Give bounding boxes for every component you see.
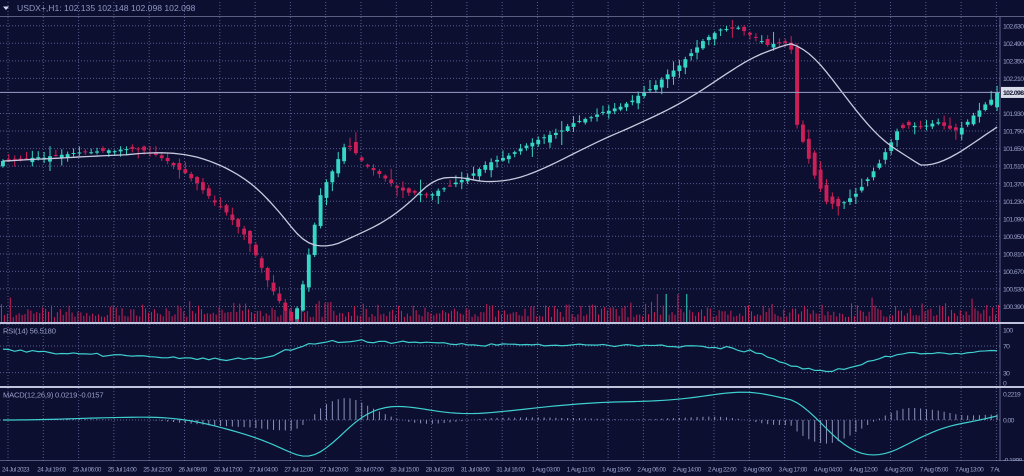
svg-text:28 Jul 07:00: 28 Jul 07:00 [355, 467, 384, 474]
svg-text:101.650: 101.650 [1003, 146, 1024, 153]
svg-text:100.530: 100.530 [1003, 287, 1024, 294]
svg-text:100.670: 100.670 [1003, 269, 1024, 276]
svg-text:102.490: 102.490 [1003, 41, 1024, 48]
svg-text:4 Aug 20:00: 4 Aug 20:00 [885, 467, 914, 474]
svg-text:2 Aug 22:00: 2 Aug 22:00 [708, 467, 737, 474]
svg-text:0.00: 0.00 [1003, 418, 1015, 425]
svg-text:101.790: 101.790 [1003, 129, 1024, 136]
svg-text:102.350: 102.350 [1003, 58, 1024, 65]
svg-text:4 Aug 12:00: 4 Aug 12:00 [849, 467, 878, 474]
svg-text:4 Aug 04:00: 4 Aug 04:00 [814, 467, 843, 474]
svg-text:24 Jul 2023: 24 Jul 2023 [2, 467, 30, 474]
svg-text:2 Aug 06:00: 2 Aug 06:00 [637, 467, 666, 474]
svg-text:26 Jul 17:00: 26 Jul 17:00 [214, 467, 243, 474]
svg-text:31 Jul 08:00: 31 Jul 08:00 [461, 467, 490, 474]
svg-text:1 Aug 03:00: 1 Aug 03:00 [532, 467, 561, 474]
svg-text:7 Aug 13:00: 7 Aug 13:00 [955, 467, 984, 474]
svg-text:102.210: 102.210 [1003, 76, 1024, 83]
svg-text:100.950: 100.950 [1003, 234, 1024, 241]
svg-text:2 Aug 14:00: 2 Aug 14:00 [673, 467, 702, 474]
svg-text:1 Aug 11:00: 1 Aug 11:00 [567, 467, 596, 474]
svg-text:101.090: 101.090 [1003, 216, 1024, 223]
svg-text:25 Jul 22:00: 25 Jul 22:00 [143, 467, 172, 474]
svg-text:28 Jul 23:00: 28 Jul 23:00 [426, 467, 455, 474]
svg-text:101.230: 101.230 [1003, 199, 1024, 206]
svg-text:100.810: 100.810 [1003, 251, 1024, 258]
svg-text:27 Jul 20:00: 27 Jul 20:00 [320, 467, 349, 474]
svg-text:70: 70 [1003, 344, 1010, 351]
svg-text:25 Jul 06:00: 25 Jul 06:00 [73, 467, 102, 474]
svg-text:USDX+,H1: 102.135 102.148 102.: USDX+,H1: 102.135 102.148 102.098 102.09… [17, 3, 196, 13]
svg-text:100: 100 [1003, 328, 1013, 335]
svg-text:MACD(12,26,9) 0.0219 -0.0157: MACD(12,26,9) 0.0219 -0.0157 [3, 390, 103, 399]
svg-text:RSI(14) 56.5180: RSI(14) 56.5180 [3, 326, 56, 335]
svg-text:3 Aug 09:00: 3 Aug 09:00 [743, 467, 772, 474]
svg-text:26 Jul 09:00: 26 Jul 09:00 [179, 467, 208, 474]
svg-text:7 Aug 05:00: 7 Aug 05:00 [920, 467, 949, 474]
svg-text:28 Jul 15:00: 28 Jul 15:00 [390, 467, 419, 474]
svg-text:101.930: 101.930 [1003, 111, 1024, 118]
svg-text:31 Jul 16:00: 31 Jul 16:00 [496, 467, 525, 474]
svg-text:102.098: 102.098 [1003, 90, 1024, 97]
svg-text:27 Jul 12:00: 27 Jul 12:00 [284, 467, 313, 474]
svg-text:100.390: 100.390 [1003, 304, 1024, 311]
svg-text:30: 30 [1003, 370, 1010, 377]
svg-text:101.510: 101.510 [1003, 164, 1024, 171]
svg-text:0.2219: 0.2219 [1003, 392, 1021, 399]
svg-text:3 Aug 17:00: 3 Aug 17:00 [779, 467, 808, 474]
svg-text:102.630: 102.630 [1003, 23, 1024, 30]
svg-text:101.370: 101.370 [1003, 181, 1024, 188]
svg-text:1 Aug 19:00: 1 Aug 19:00 [602, 467, 631, 474]
svg-text:27 Jul 04:00: 27 Jul 04:00 [249, 467, 278, 474]
svg-text:24 Jul 19:00: 24 Jul 19:00 [37, 467, 66, 474]
svg-text:25 Jul 14:00: 25 Jul 14:00 [108, 467, 137, 474]
